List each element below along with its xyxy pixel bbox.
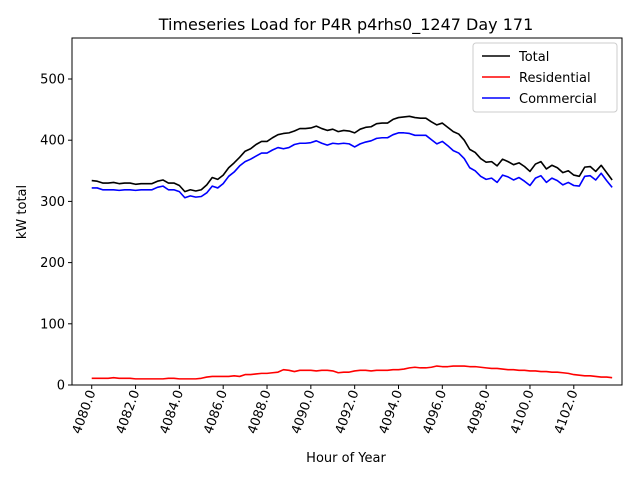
legend-label-residential: Residential — [519, 71, 591, 86]
y-axis-label: kW total — [15, 185, 30, 239]
y-axis: 0 100 200 300 400 500 — [40, 73, 72, 394]
y-tick-label: 100 — [40, 317, 65, 332]
y-tick-label: 200 — [40, 256, 65, 271]
legend-label-commercial: Commercial — [519, 92, 597, 107]
y-tick-label: 0 — [57, 379, 65, 394]
y-tick-label: 500 — [40, 73, 65, 88]
y-tick-label: 300 — [40, 195, 65, 210]
x-axis-label: Hour of Year — [306, 451, 386, 466]
series-lines — [91, 115, 613, 380]
plot-frame — [71, 37, 623, 386]
legend-label-total: Total — [518, 50, 549, 65]
series-line-residential — [91, 365, 613, 380]
series-line-commercial — [91, 132, 613, 199]
chart-title: Timeseries Load for P4R p4rhs0_1247 Day … — [158, 15, 534, 35]
legend-box — [472, 42, 618, 113]
legend: Total Residential Commercial — [472, 42, 618, 113]
y-tick-label: 400 — [40, 134, 65, 149]
series-line-total — [91, 115, 613, 193]
